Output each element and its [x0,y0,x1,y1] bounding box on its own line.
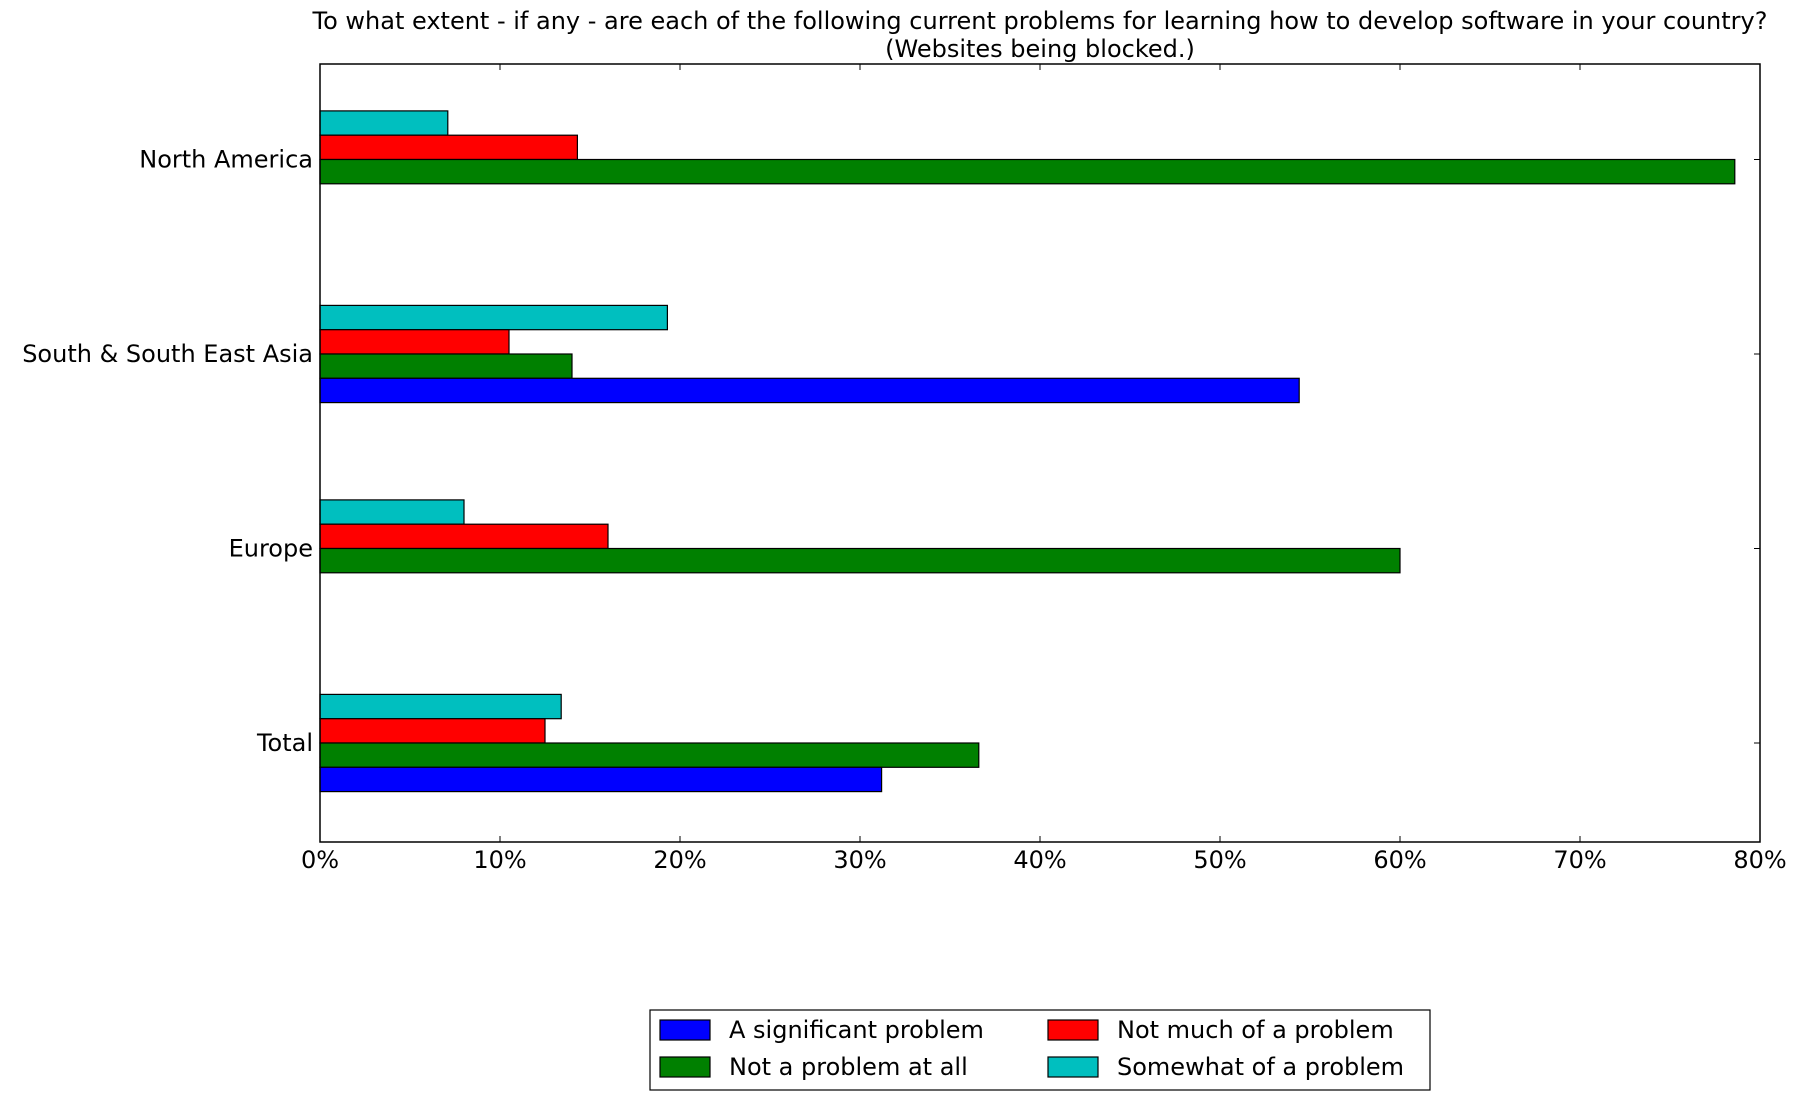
x-tick-label: 50% [1193,846,1246,874]
legend-label: Not much of a problem [1117,1016,1394,1044]
x-tick-label: 70% [1553,846,1606,874]
x-tick-label: 30% [833,846,886,874]
bar [319,353,573,379]
x-axis: 0% 10% 20% 30% 40% 50% 60% 70% 80% [301,64,1787,874]
x-tick-label: 10% [473,846,526,874]
x-tick-label: 20% [653,846,706,874]
bar [319,693,562,720]
legend-swatch [1047,1056,1099,1078]
bar [319,110,449,136]
category-label: Total [256,729,313,757]
x-tick-label: 60% [1373,846,1426,874]
bar [319,158,1736,185]
bar [319,499,465,525]
legend-label: Somewhat of a problem [1117,1053,1404,1081]
category-label: North America [139,146,313,174]
legend-swatch [1047,1019,1099,1041]
bar [319,329,510,355]
legend-label: Not a problem at all [729,1053,968,1081]
bar [319,766,883,793]
legend-label: A significant problem [729,1016,984,1044]
bar [319,377,1300,404]
x-tick-label: 80% [1733,846,1786,874]
legend-frame [649,1009,1431,1091]
chart-title: To what extent - if any - are each of th… [312,7,1768,35]
y-axis: North America South & South East Asia Euro… [22,146,1760,757]
bar [319,718,546,744]
legend: A significant problem Not much of a probl… [649,1009,1431,1091]
bars-group [319,110,1736,793]
bar [319,134,578,161]
chart-subtitle: (Websites being blocked.) [885,35,1195,63]
category-label: South & South East Asia [22,340,313,368]
bar [319,742,980,768]
x-tick-label: 40% [1013,846,1066,874]
legend-swatch [659,1056,711,1078]
bar [319,523,609,550]
legend-swatch [659,1019,711,1041]
category-label: Europe [229,535,313,563]
bar [319,547,1401,574]
bar [319,304,668,331]
x-tick-label: 0% [301,846,339,874]
